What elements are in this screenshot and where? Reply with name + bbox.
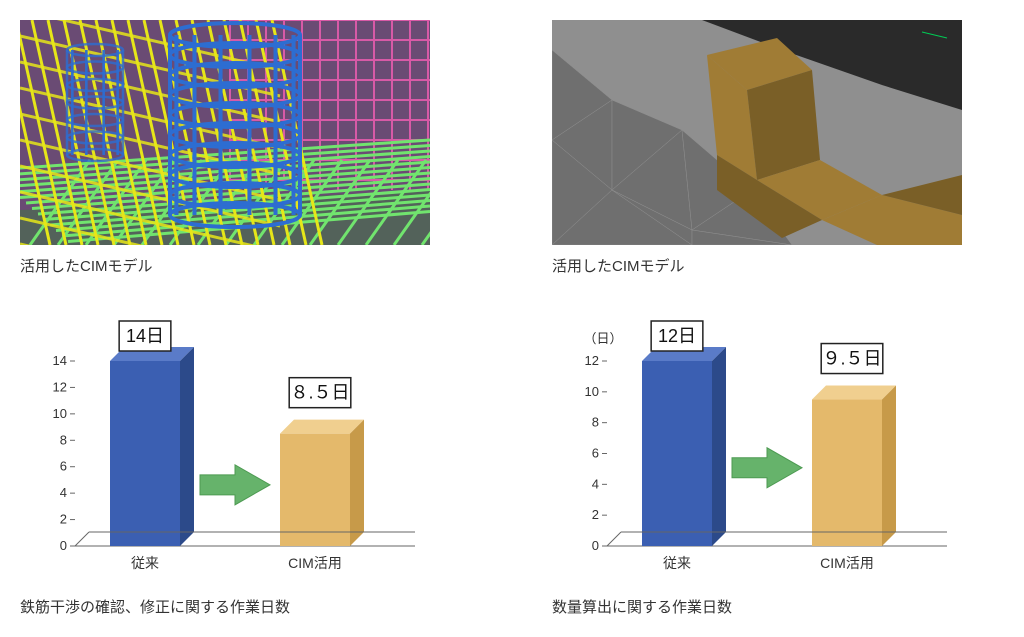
svg-text:6: 6 [60,459,67,474]
right-chart-caption: 数量算出に関する作業日数 [552,596,1004,617]
svg-text:0: 0 [592,538,599,553]
svg-text:12日: 12日 [658,326,696,346]
svg-text:９.５日: ９.５日 [822,349,881,369]
right-image-caption: 活用したCIMモデル [552,255,1004,276]
svg-text:従来: 従来 [663,555,691,571]
svg-text:10: 10 [53,406,67,421]
svg-text:12: 12 [585,353,599,368]
svg-text:14: 14 [53,353,67,368]
svg-text:10: 10 [585,384,599,399]
right-cim-image [552,20,962,245]
svg-text:6: 6 [592,446,599,461]
left-chart: 0 2 4 6 8 10 12 14 従来 14日 CIM活用 ８.５日 [20,306,430,586]
svg-text:（日）: （日） [583,331,622,346]
svg-text:2: 2 [60,512,67,527]
svg-text:CIM活用: CIM活用 [288,555,342,571]
svg-text:8: 8 [60,432,67,447]
svg-text:0: 0 [60,538,67,553]
svg-text:4: 4 [60,485,67,500]
svg-text:2: 2 [592,507,599,522]
right-chart: 0 2 4 6 8 10 12 （日） 従来 12日 CIM活用 ９.５日 [552,306,962,586]
svg-text:CIM活用: CIM活用 [820,555,874,571]
svg-text:12: 12 [53,379,67,394]
svg-text:８.５日: ８.５日 [290,383,349,403]
svg-text:8: 8 [592,415,599,430]
left-chart-caption: 鉄筋干渉の確認、修正に関する作業日数 [20,596,472,617]
svg-text:4: 4 [592,476,599,491]
left-image-caption: 活用したCIMモデル [20,255,472,276]
svg-text:14日: 14日 [126,326,164,346]
svg-text:従来: 従来 [131,555,159,571]
left-cim-image [20,20,430,245]
